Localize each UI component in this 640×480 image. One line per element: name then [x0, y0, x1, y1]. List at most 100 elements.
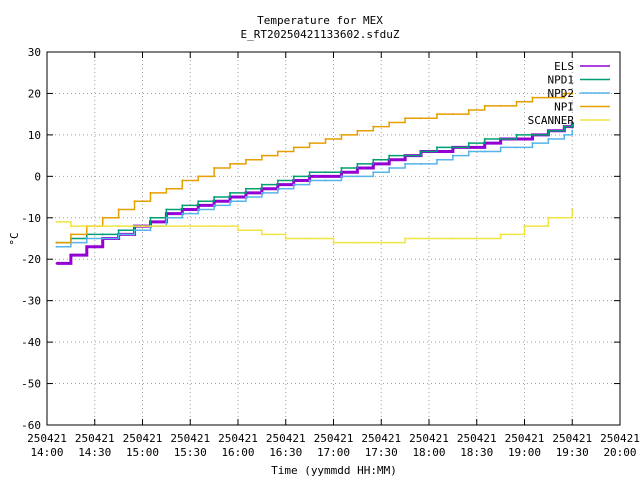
legend-label-npi: NPI [554, 101, 574, 114]
series-line-scanner [56, 209, 573, 244]
data-point-npd2 [483, 150, 486, 153]
data-point-npd1 [531, 133, 534, 136]
y-tick-label: 30 [28, 46, 41, 59]
data-point-npi [213, 167, 216, 170]
data-point-npd2 [451, 154, 454, 157]
data-point-npd2 [356, 175, 359, 178]
data-point-scanner [380, 241, 383, 244]
data-point-npd2 [55, 245, 58, 248]
data-point-npd1 [388, 154, 391, 157]
series-line-npi [56, 92, 573, 244]
y-tick-label: 10 [28, 129, 41, 142]
data-point-npi [435, 113, 438, 116]
data-point-npi [276, 150, 279, 153]
legend-label-scanner: SCANNER [528, 114, 575, 127]
data-point-npd1 [292, 175, 295, 178]
data-point-npi [451, 113, 454, 116]
data-point-scanner [117, 225, 120, 228]
data-point-npd2 [260, 191, 263, 194]
y-tick-label: -10 [21, 212, 41, 225]
data-point-npd1 [467, 142, 470, 145]
x-tick-label-date: 250421 [170, 432, 210, 445]
x-tick-label-time: 19:00 [508, 446, 541, 459]
data-point-scanner [55, 220, 58, 223]
data-point-npd2 [324, 179, 327, 182]
data-point-npd1 [197, 200, 200, 203]
y-tick-label: 20 [28, 87, 41, 100]
x-tick-label-time: 16:30 [269, 446, 302, 459]
data-point-scanner [499, 233, 502, 236]
y-axis-label: °C [8, 232, 21, 245]
data-point-npi [197, 175, 200, 178]
x-tick-label-time: 17:30 [365, 446, 398, 459]
legend-label-els: ELS [554, 60, 574, 73]
data-point-npd2 [244, 196, 247, 199]
data-point-npd1 [276, 179, 279, 182]
y-tick-label: -60 [21, 419, 41, 432]
data-point-scanner [165, 225, 168, 228]
data-point-npd2 [292, 183, 295, 186]
data-point-scanner [332, 241, 335, 244]
data-point-els [55, 262, 58, 265]
data-point-npi [547, 96, 550, 99]
data-point-npd2 [404, 162, 407, 165]
data-point-npd1 [547, 129, 550, 132]
x-tick-label-date: 250421 [457, 432, 497, 445]
data-point-npd2 [308, 179, 311, 182]
data-point-scanner [451, 237, 454, 240]
x-tick-label-time: 19:30 [556, 446, 589, 459]
data-point-npd1 [229, 191, 232, 194]
data-point-npi [244, 158, 247, 161]
data-point-scanner [428, 237, 430, 240]
data-point-npd1 [101, 233, 104, 236]
x-tick-label-time: 14:00 [30, 446, 63, 459]
y-tick-label: -50 [21, 378, 41, 391]
data-point-npd2 [563, 133, 566, 136]
data-point-npd2 [117, 233, 120, 236]
data-point-npd1 [499, 138, 502, 141]
data-point-npd1 [563, 125, 566, 128]
data-point-npd1 [435, 146, 438, 149]
data-point-npd1 [308, 171, 311, 174]
data-point-npd1 [260, 183, 263, 186]
y-tick-label: -20 [21, 253, 41, 266]
data-point-npi [229, 162, 232, 165]
data-point-npi [563, 92, 566, 95]
data-point-scanner [213, 225, 216, 228]
data-point-scanner [356, 241, 359, 244]
data-point-npd1 [213, 196, 216, 199]
data-point-npd1 [324, 171, 327, 174]
data-point-npi [133, 200, 136, 203]
data-point-els [324, 175, 327, 178]
data-point-scanner [475, 237, 478, 240]
data-point-scanner [547, 216, 550, 219]
x-tick-label-date: 250421 [218, 432, 258, 445]
x-tick-label-date: 250421 [552, 432, 592, 445]
legend-label-npd2: NPD2 [548, 87, 575, 100]
x-tick-label-date: 250421 [27, 432, 67, 445]
data-point-npd2 [165, 216, 168, 219]
x-tick-label-date: 250421 [600, 432, 640, 445]
data-point-scanner [237, 229, 239, 232]
x-tick-label-date: 250421 [409, 432, 449, 445]
data-point-scanner [284, 237, 287, 240]
data-point-npi [165, 187, 168, 190]
data-point-npd2 [499, 146, 502, 149]
x-tick-label-time: 18:30 [460, 446, 493, 459]
data-point-npi [181, 179, 184, 182]
x-tick-label-date: 250421 [314, 432, 354, 445]
x-tick-label-time: 14:30 [78, 446, 111, 459]
data-point-npd1 [451, 146, 454, 149]
data-point-scanner [571, 208, 574, 211]
data-point-npd1 [356, 162, 359, 165]
data-point-npd1 [515, 133, 518, 136]
data-point-npd2 [388, 167, 391, 170]
data-point-npd2 [229, 200, 232, 203]
data-point-npd2 [213, 204, 216, 207]
data-point-els [69, 254, 72, 257]
data-point-npd2 [85, 237, 88, 240]
data-point-npi [420, 117, 423, 120]
data-point-npi [404, 117, 407, 120]
